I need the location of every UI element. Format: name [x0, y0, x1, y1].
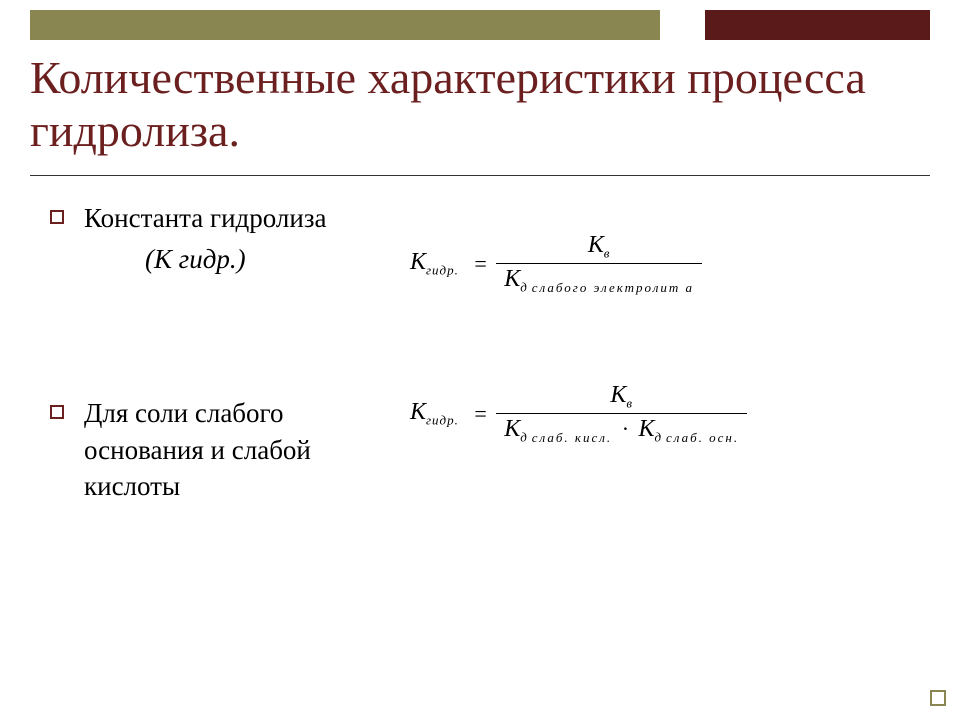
f2-num-sub: в: [626, 395, 633, 410]
formula-2-fraction: Кв Кд слаб. кисл. · Кд слаб. осн.: [496, 380, 747, 448]
slide-title-block: Количественные характеристики процесса г…: [30, 52, 930, 158]
decorative-top-band: [30, 10, 930, 40]
title-underline: [30, 175, 930, 176]
bullet-text-2: Для соли слабого основания и слабой кисл…: [84, 395, 384, 504]
f2-dot: ·: [622, 416, 629, 441]
bullet-square-icon: [50, 405, 64, 419]
formula-1-lhs: Кгидр.: [410, 249, 459, 278]
formula-2-lhs: Кгидр.: [410, 399, 459, 428]
slide-title: Количественные характеристики процесса г…: [30, 52, 930, 158]
bullet-text-1: Константа гидролиза: [84, 200, 327, 236]
band-olive: [30, 10, 660, 40]
f1-denominator: Кд слабого электролит а: [496, 264, 702, 297]
f1-den-text: слабого электролит а: [532, 280, 694, 295]
f1-lhs-sub: гидр.: [426, 263, 459, 278]
formula-1: Кгидр. = Кв Кд слабого электролит а: [410, 230, 702, 298]
corner-decorator-icon: [930, 690, 946, 706]
band-gap: [660, 10, 705, 40]
f2-numerator: Кв: [496, 380, 747, 414]
equals-sign: =: [474, 401, 486, 427]
f2-den2-sub: д: [654, 430, 662, 445]
equals-sign: =: [474, 251, 486, 277]
f1-num-symbol: К: [588, 232, 604, 258]
f1-numerator: Кв: [496, 230, 702, 264]
f2-num-symbol: К: [610, 382, 626, 408]
f2-lhs-sub: гидр.: [426, 413, 459, 428]
f1-den-sub: д: [520, 280, 528, 295]
formula-1-fraction: Кв Кд слабого электролит а: [496, 230, 702, 298]
f1-den-symbol: К: [504, 266, 520, 292]
bullet-square-icon: [50, 210, 64, 224]
f2-den2-text: слаб. осн.: [666, 430, 739, 445]
f1-num-sub: в: [604, 245, 611, 260]
f2-den1-sub: д: [520, 430, 528, 445]
f2-lhs-symbol: К: [410, 399, 426, 425]
f2-denominator: Кд слаб. кисл. · Кд слаб. осн.: [496, 414, 747, 447]
f2-den1-text: слаб. кисл.: [532, 430, 612, 445]
f1-lhs-symbol: К: [410, 249, 426, 275]
band-maroon: [705, 10, 930, 40]
formula-2: Кгидр. = Кв Кд слаб. кисл. · Кд слаб. осн.: [410, 380, 747, 448]
f2-den2-symbol: К: [639, 416, 655, 442]
f2-den1-symbol: К: [504, 416, 520, 442]
